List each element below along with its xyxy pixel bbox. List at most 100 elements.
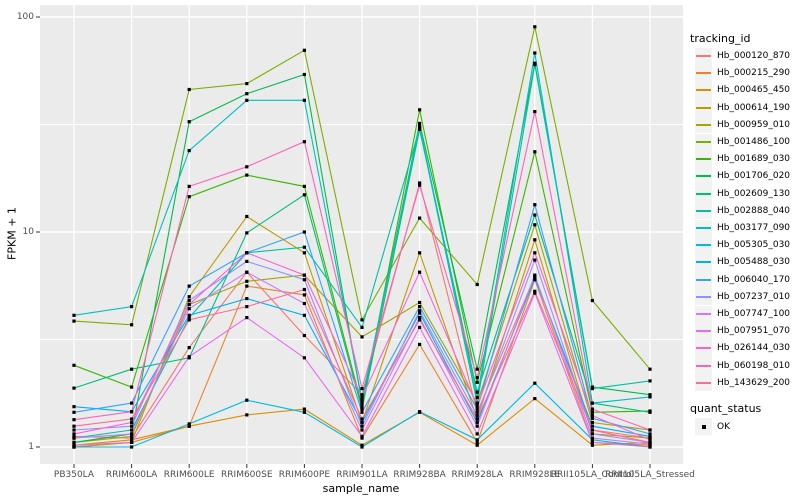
data-point — [360, 325, 364, 329]
data-point — [245, 279, 249, 283]
legend-item-Hb_005488_030: Hb_005488_030 — [695, 253, 790, 271]
data-point — [187, 149, 191, 153]
legend-item-Hb_002609_130: Hb_002609_130 — [695, 185, 790, 203]
data-point — [302, 193, 306, 197]
data-point — [245, 165, 249, 169]
data-point — [302, 278, 306, 282]
data-point — [130, 385, 134, 389]
data-point — [245, 259, 249, 263]
data-point — [245, 251, 249, 255]
data-point — [475, 424, 479, 428]
x-tick-label-RRII105LA_Control: RRII105LA_Control — [550, 470, 635, 480]
data-point — [187, 302, 191, 307]
data-point — [360, 417, 364, 421]
data-point — [245, 284, 249, 288]
data-point — [533, 291, 537, 295]
data-point — [648, 395, 652, 399]
data-point — [245, 413, 249, 417]
data-point — [475, 395, 479, 400]
data-point — [418, 181, 422, 185]
data-point — [130, 436, 134, 440]
data-point — [245, 316, 249, 320]
legend-line-swatch — [696, 123, 711, 126]
data-point — [187, 313, 191, 317]
legend-item-Hb_007747_100: Hb_007747_100 — [695, 305, 790, 323]
legend-color-key — [695, 236, 712, 254]
data-point — [130, 432, 134, 436]
legend-line-swatch — [696, 381, 711, 384]
data-point — [533, 63, 537, 67]
series-points-Hb_001486_100 — [72, 25, 652, 371]
data-point — [302, 313, 306, 317]
legend-color-key — [695, 322, 712, 340]
legend-line-swatch — [696, 72, 711, 75]
series-points-Hb_007237_010 — [72, 258, 652, 444]
data-point — [533, 273, 537, 277]
data-point — [533, 51, 537, 55]
data-point — [187, 307, 191, 311]
data-point — [648, 442, 652, 446]
data-point — [302, 273, 306, 277]
legend-line-swatch — [696, 278, 711, 281]
data-point — [245, 214, 249, 219]
data-point — [533, 223, 537, 227]
data-point — [648, 379, 652, 383]
x-axis-title: sample_name — [322, 482, 400, 495]
legend-item-Hb_026144_030: Hb_026144_030 — [695, 339, 790, 357]
data-point — [302, 333, 306, 338]
legend-item-Hb_001689_030: Hb_001689_030 — [695, 150, 790, 168]
data-point — [418, 121, 422, 125]
series-points-Hb_003177_090 — [72, 51, 652, 405]
data-point — [72, 428, 76, 432]
data-point — [590, 416, 594, 420]
legend-color-key — [695, 271, 712, 289]
data-point — [72, 432, 76, 436]
quant-status-key — [695, 418, 712, 435]
data-point — [302, 293, 306, 297]
data-point — [590, 428, 594, 432]
legend-item-Hb_000614_190: Hb_000614_190 — [695, 99, 790, 117]
data-point — [418, 309, 422, 313]
y-tick-label: 10 — [22, 227, 34, 237]
black-square-marker-icon — [701, 424, 706, 429]
legend-color-key — [695, 99, 712, 117]
legend-line-swatch — [696, 364, 711, 367]
legend-line-swatch — [696, 158, 711, 161]
data-point — [187, 346, 191, 350]
data-point — [648, 367, 652, 371]
legend-color-key — [695, 288, 712, 306]
legend-item-Hb_000215_290: Hb_000215_290 — [695, 64, 790, 82]
legend-color-key — [695, 116, 712, 134]
legend-item-Hb_000120_870: Hb_000120_870 — [695, 47, 790, 65]
data-point — [187, 318, 191, 322]
legend-item-label: Hb_001486_100 — [717, 137, 791, 147]
data-point — [590, 432, 594, 436]
data-point — [475, 401, 479, 405]
data-point — [418, 108, 422, 112]
x-tick-label-RRIM928LA: RRIM928LA — [451, 470, 503, 480]
data-point — [130, 428, 134, 432]
data-point — [72, 313, 76, 317]
data-point — [130, 434, 134, 438]
data-point — [245, 305, 249, 309]
data-point — [475, 420, 479, 425]
y-axis-title: FPKM + 1 — [5, 207, 19, 260]
data-point — [187, 424, 191, 428]
legend-color-key — [695, 357, 712, 375]
data-point — [533, 276, 537, 280]
data-point — [648, 440, 652, 444]
legend-item-label: Hb_007237_010 — [717, 291, 791, 302]
data-point — [475, 407, 479, 411]
data-point — [302, 98, 306, 102]
legend-color-key — [695, 47, 712, 65]
data-point — [360, 401, 364, 405]
legend-title-quant-status: quant_status — [690, 402, 762, 415]
y-tick-label: 1 — [28, 442, 34, 452]
legend-item-label: Hb_001706_020 — [717, 171, 791, 182]
data-point — [72, 363, 76, 367]
data-point — [648, 393, 652, 397]
data-point — [533, 110, 537, 114]
legend-color-key — [695, 219, 712, 237]
data-point — [72, 445, 76, 449]
